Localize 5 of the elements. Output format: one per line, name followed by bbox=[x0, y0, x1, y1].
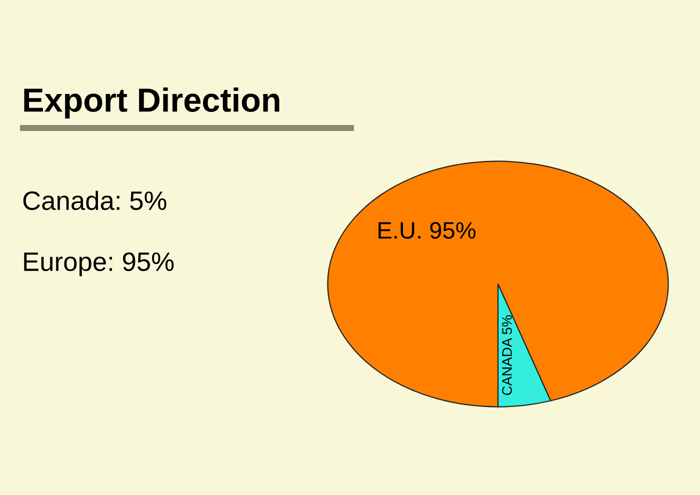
slice-label: E.U. 95% bbox=[378, 222, 476, 239]
text: Europe: 95% bbox=[24, 252, 174, 276]
chart-title: Export Direction bbox=[24, 87, 280, 119]
slice-label: CANADA 5% bbox=[502, 315, 512, 396]
text: Canada: 5% bbox=[23, 190, 166, 210]
